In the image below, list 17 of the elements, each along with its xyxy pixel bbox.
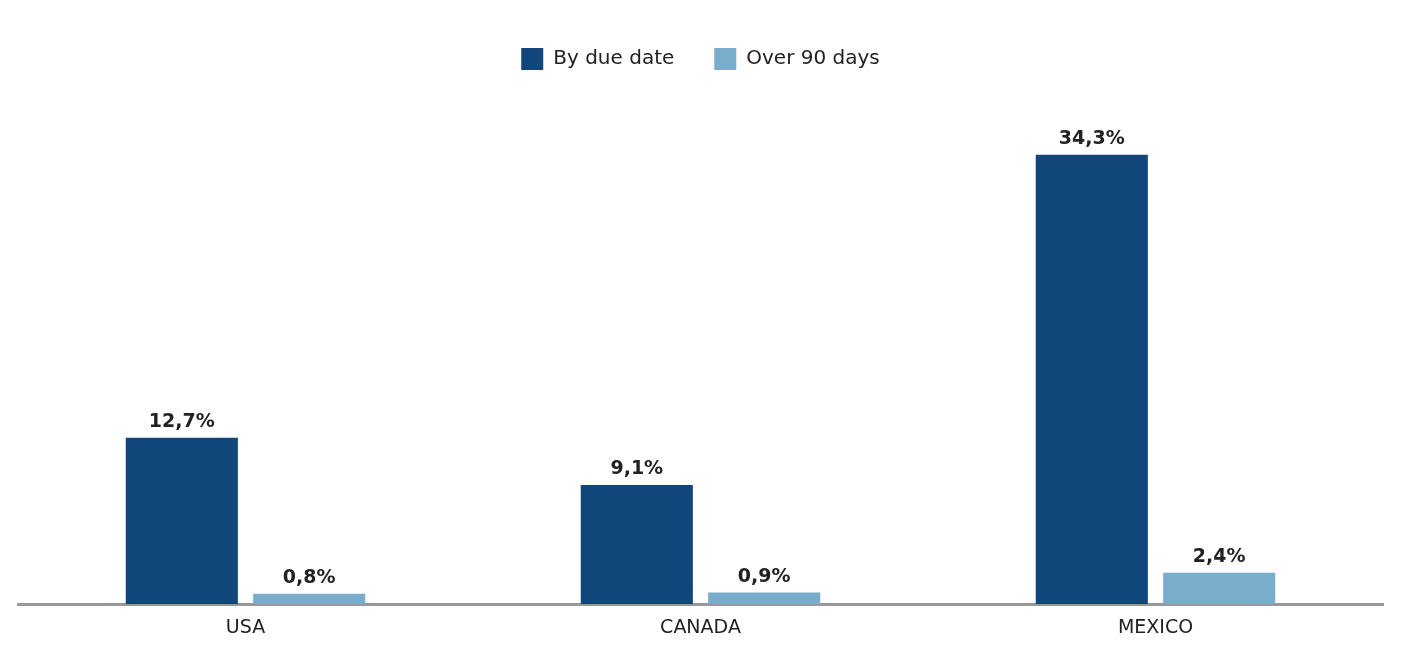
legend-label: By due date <box>553 45 675 70</box>
data-label: 0,8% <box>282 565 336 588</box>
bar <box>580 484 693 605</box>
data-label: 2,4% <box>1192 544 1246 567</box>
data-label: 12,7% <box>148 409 215 432</box>
bar <box>1163 572 1276 605</box>
legend-label: Over 90 days <box>746 45 880 70</box>
data-label: 9,1% <box>610 456 664 479</box>
bar <box>1035 154 1148 605</box>
data-label: 34,3% <box>1058 126 1125 149</box>
x-tick-label: MEXICO <box>1117 614 1194 637</box>
x-tick-label: CANADA <box>660 614 741 637</box>
bar <box>708 592 821 605</box>
bar <box>253 593 366 605</box>
bar <box>125 437 238 605</box>
data-label: 0,9% <box>737 563 791 586</box>
x-tick-label: USA <box>225 614 266 637</box>
